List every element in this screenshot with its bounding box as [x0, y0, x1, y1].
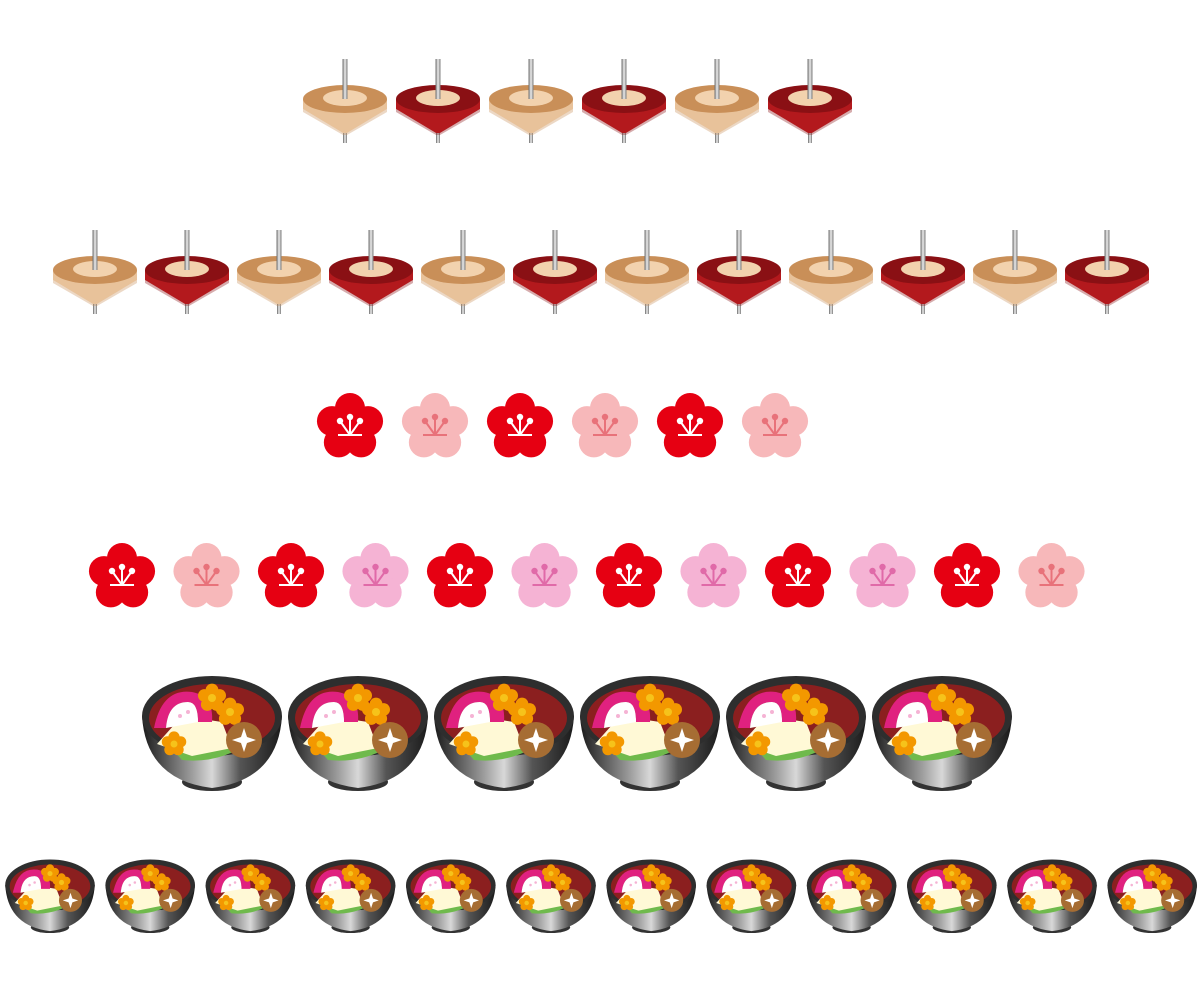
spinning-top-icon	[303, 59, 387, 143]
plum-blossom-icon	[933, 543, 1001, 608]
ozoni-bowl-row-svg	[5, 859, 1197, 934]
spinning-top-icon	[513, 230, 597, 314]
plum-blossom-icon	[88, 543, 156, 608]
ozoni-bowl-icon	[1107, 859, 1197, 934]
plum-blossom-row-svg	[316, 393, 809, 458]
ozoni-bowl-row-large	[0, 668, 1200, 803]
spinning-top-icon	[697, 230, 781, 314]
ozoni-bowl-icon	[872, 676, 1012, 791]
spinning-top-icon	[53, 230, 137, 314]
plum-blossom-icon	[571, 393, 639, 458]
spinning-top-icon	[237, 230, 321, 314]
plum-blossom-icon	[849, 543, 916, 608]
ozoni-bowl-icon	[580, 676, 720, 791]
spinning-top-icon	[605, 230, 689, 314]
spinning-top-icon	[329, 230, 413, 314]
ozoni-bowl-icon	[606, 859, 696, 934]
ozoni-bowl-icon	[806, 859, 897, 934]
ozoni-bowl-row-small	[0, 850, 1200, 945]
plum-blossom-icon	[656, 393, 724, 458]
plum-blossom-icon	[173, 543, 240, 608]
plum-blossom-icon	[595, 543, 663, 608]
plum-blossom-icon	[342, 543, 409, 608]
spinning-top-icon	[768, 59, 852, 143]
spinning-top-icon	[396, 59, 480, 143]
ozoni-bowl-icon	[288, 676, 428, 791]
plum-blossom-row-large	[0, 535, 1200, 620]
ozoni-bowl-icon	[205, 859, 296, 934]
ozoni-bowl-icon	[105, 859, 195, 934]
spinning-top-icon	[675, 59, 759, 143]
plum-blossom-icon	[680, 543, 747, 608]
ozoni-bowl-icon	[726, 676, 866, 791]
ozoni-bowl-icon	[506, 859, 596, 934]
spinning-top-icon	[582, 59, 666, 143]
spinning-top-icon	[973, 230, 1057, 314]
ozoni-bowl-icon	[706, 859, 797, 934]
plum-blossom-icon	[511, 543, 578, 608]
spinning-top-row-small	[0, 55, 1200, 165]
spinning-top-row-svg	[53, 230, 1149, 314]
plum-blossom-icon	[741, 393, 809, 458]
ozoni-bowl-icon	[5, 859, 95, 934]
spinning-top-icon	[881, 230, 965, 314]
plum-blossom-icon	[426, 543, 494, 608]
plum-blossom-row-svg	[88, 543, 1085, 608]
spinning-top-icon	[421, 230, 505, 314]
spinning-top-icon	[489, 59, 573, 143]
spinning-top-row-svg	[303, 59, 852, 143]
plum-blossom-icon	[401, 393, 469, 458]
ozoni-bowl-icon	[405, 859, 496, 934]
ozoni-bowl-row-svg	[142, 676, 1012, 791]
plum-blossom-icon	[316, 393, 384, 458]
plum-blossom-icon	[257, 543, 325, 608]
spinning-top-icon	[789, 230, 873, 314]
plum-blossom-icon	[764, 543, 832, 608]
plum-blossom-row-small	[0, 385, 1200, 470]
spinning-top-row-large	[0, 222, 1200, 337]
spinning-top-icon	[145, 230, 229, 314]
ozoni-bowl-icon	[142, 676, 282, 791]
ozoni-bowl-icon	[305, 859, 396, 934]
ozoni-bowl-icon	[907, 859, 997, 934]
plum-blossom-icon	[1018, 543, 1085, 608]
plum-blossom-icon	[486, 393, 554, 458]
ozoni-bowl-icon	[1007, 859, 1097, 934]
ozoni-bowl-icon	[434, 676, 574, 791]
spinning-top-icon	[1065, 230, 1149, 314]
